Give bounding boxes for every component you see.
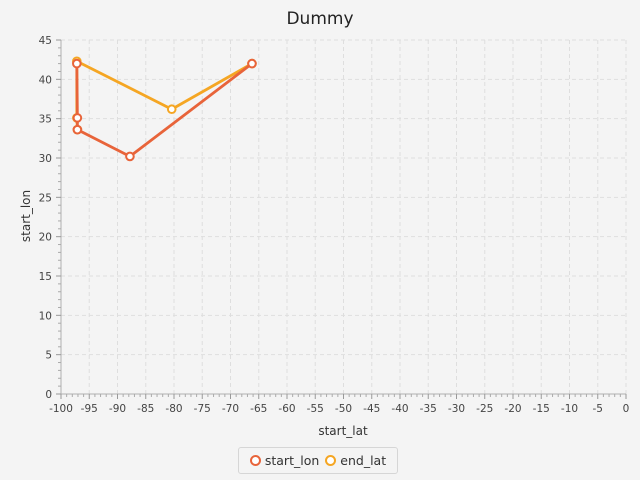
axes: -100 -95 -90 -85 -80 -75 -70 -65 -60 -55 -50 -45 -40… — [39, 35, 630, 415]
x-tick-label: -85 — [137, 403, 154, 415]
x-tick-label: -20 — [504, 403, 521, 415]
legend-marker-icon — [249, 455, 261, 466]
data-point — [72, 124, 83, 135]
data-point — [72, 113, 83, 123]
y-tick-label: 35 — [39, 114, 52, 126]
y-tick-label: 5 — [45, 350, 52, 362]
y-tick-label: 20 — [39, 232, 52, 244]
x-tick-label: -95 — [81, 403, 98, 415]
x-tick-label: -40 — [391, 403, 408, 415]
legend-label: end_lat — [340, 453, 387, 468]
x-tick-label: -50 — [335, 403, 352, 415]
y-tick-label: 15 — [39, 271, 52, 283]
legend-label: start_lon — [264, 453, 320, 468]
x-tick-label: 0 — [623, 403, 630, 415]
legend-item-start-lon[interactable]: start_lon — [249, 453, 320, 468]
y-tick-label: 30 — [39, 153, 52, 165]
y-tick-label: 45 — [39, 35, 52, 47]
x-tick-label: -75 — [194, 403, 211, 415]
x-tick-label: -35 — [420, 403, 437, 415]
legend-item-end-lat[interactable]: end_lat — [325, 453, 386, 468]
x-tick-label: -70 — [222, 403, 239, 415]
y-tick-label: 40 — [39, 74, 52, 86]
x-tick-label: -15 — [533, 403, 550, 415]
x-axis-label: start_lat — [318, 424, 368, 438]
data-point — [247, 58, 257, 69]
x-tick-label: -80 — [165, 403, 182, 415]
x-tick-label: -10 — [561, 403, 578, 415]
data-point — [72, 58, 82, 69]
data-point — [125, 151, 135, 162]
x-tick-label: -25 — [476, 403, 493, 415]
x-tick-label: -100 — [49, 403, 73, 415]
legend-marker-icon — [325, 455, 337, 466]
x-tick-label: -60 — [278, 403, 295, 415]
series-layer — [72, 56, 257, 162]
x-tick-label: -30 — [448, 403, 465, 415]
x-tick-label: -90 — [109, 403, 126, 415]
x-tick-label: -55 — [307, 403, 324, 415]
legend: start_lon end_lat — [238, 447, 398, 474]
chart-title: Dummy — [286, 9, 353, 29]
x-tick-label: -45 — [363, 403, 380, 415]
x-tick-label: -5 — [593, 403, 603, 415]
x-tick-label: -65 — [250, 403, 267, 415]
data-point — [166, 104, 177, 115]
y-tick-label: 25 — [39, 192, 52, 204]
y-axis-label: start_lon — [19, 190, 33, 242]
y-tick-label: 0 — [45, 389, 52, 401]
y-tick-label: 10 — [39, 310, 52, 322]
